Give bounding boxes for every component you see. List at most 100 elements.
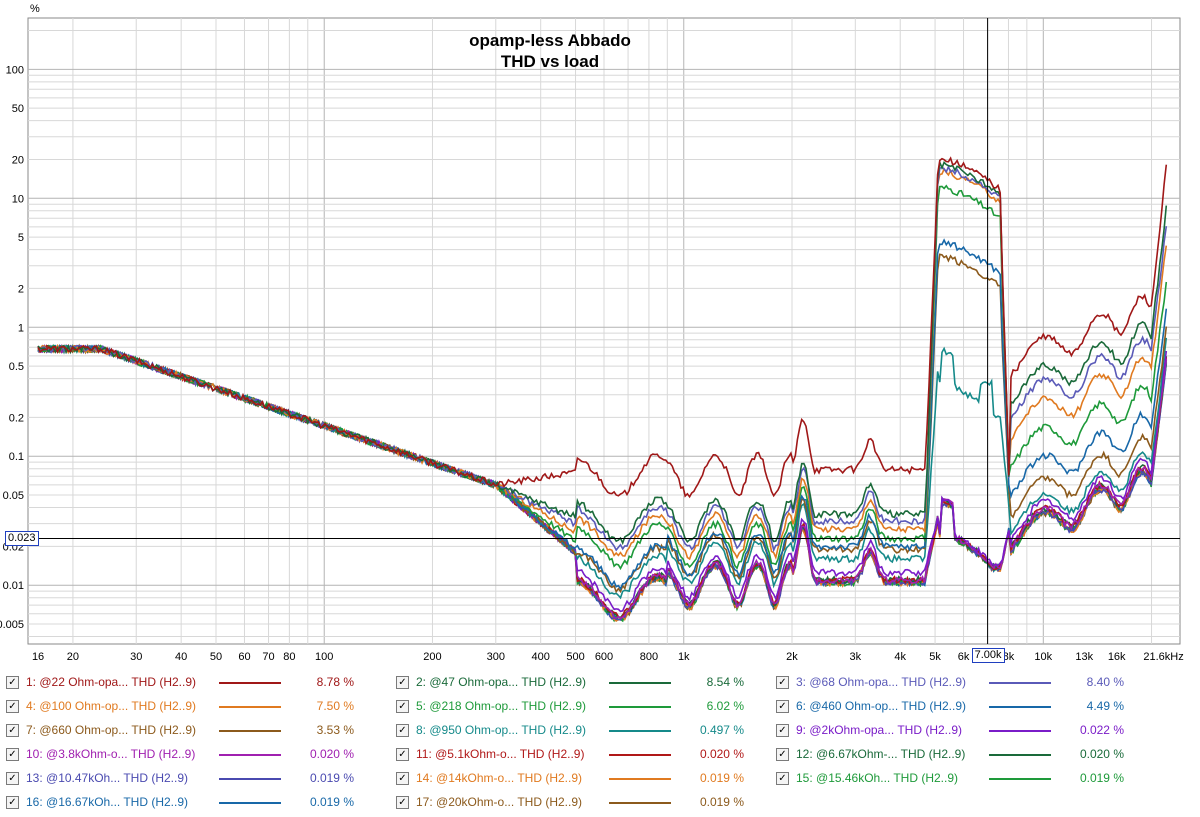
legend-checkbox[interactable]: ✓ — [776, 748, 789, 761]
legend-checkbox[interactable]: ✓ — [6, 724, 19, 737]
legend-label: 8: @950 Ohm-op... THD (H2..9) — [416, 723, 587, 737]
legend-checkbox[interactable]: ✓ — [6, 700, 19, 713]
legend-item-s12[interactable]: ✓ 12: @6.67kOhm-... THD (H2..9) 0.020 % — [776, 746, 1136, 764]
legend-checkbox[interactable]: ✓ — [776, 724, 789, 737]
legend-value: 0.019 % — [309, 795, 354, 809]
legend-swatch — [609, 778, 671, 780]
x-tick-label: 21.6kHz — [1143, 651, 1183, 663]
x-tick-label: 70 — [262, 651, 274, 663]
y-tick-label: 0.05 — [3, 490, 24, 502]
legend-item-s9[interactable]: ✓ 9: @2kOhm-opa... THD (H2..9) 0.022 % — [776, 722, 1136, 740]
legend-label: 2: @47 Ohm-opa... THD (H2..9) — [416, 675, 587, 689]
legend-item-s1[interactable]: ✓ 1: @22 Ohm-opa... THD (H2..9) 8.78 % — [6, 674, 366, 692]
legend-checkbox[interactable]: ✓ — [396, 676, 409, 689]
legend-value: 0.497 % — [699, 723, 744, 737]
legend-value: 3.53 % — [316, 723, 354, 737]
legend-item-s10[interactable]: ✓ 10: @3.8kOhm-o... THD (H2..9) 0.020 % — [6, 746, 366, 764]
legend-item-s15[interactable]: ✓ 15: @15.46kOh... THD (H2..9) 0.019 % — [776, 770, 1136, 788]
legend-item-s3[interactable]: ✓ 3: @68 Ohm-opa... THD (H2..9) 8.40 % — [776, 674, 1136, 692]
legend-item-s6[interactable]: ✓ 6: @460 Ohm-op... THD (H2..9) 4.49 % — [776, 698, 1136, 716]
legend-swatch — [989, 682, 1051, 684]
chart-title-line2: THD vs load — [501, 52, 599, 71]
legend: ✓ 1: @22 Ohm-opa... THD (H2..9) 8.78 % ✓ 2: … — [0, 672, 1200, 817]
legend-item-s5[interactable]: ✓ 5: @218 Ohm-op... THD (H2..9) 6.02 % — [396, 698, 756, 716]
legend-label: 12: @6.67kOhm-... THD (H2..9) — [796, 747, 966, 761]
legend-item-s16[interactable]: ✓ 16: @16.67kOh... THD (H2..9) 0.019 % — [6, 794, 366, 812]
legend-swatch — [609, 802, 671, 804]
x-axis-ticks: 16 20 30 40 50 60 70 80 100 200 300 400 500 600 800 1k 2… — [32, 651, 1184, 663]
legend-label: 14: @14kOhm-o... THD (H2..9) — [416, 771, 583, 785]
legend-checkbox[interactable]: ✓ — [6, 676, 19, 689]
legend-swatch — [609, 730, 671, 732]
x-tick-label: 2k — [786, 651, 798, 663]
legend-item-s11[interactable]: ✓ 11: @5.1kOhm-o... THD (H2..9) 0.020 % — [396, 746, 756, 764]
x-tick-label: 40 — [175, 651, 187, 663]
y-tick-label: 0.1 — [9, 451, 24, 463]
legend-item-s14[interactable]: ✓ 14: @14kOhm-o... THD (H2..9) 0.019 % — [396, 770, 756, 788]
legend-swatch — [609, 682, 671, 684]
legend-checkbox[interactable]: ✓ — [396, 748, 409, 761]
x-tick-label: 80 — [283, 651, 295, 663]
y-axis-unit: % — [30, 3, 40, 15]
chart-title-line1: opamp-less Abbado — [469, 31, 631, 50]
legend-swatch — [219, 706, 281, 708]
x-tick-label: 400 — [532, 651, 550, 663]
legend-swatch — [219, 778, 281, 780]
thd-chart: 16 20 30 40 50 60 70 80 100 200 300 400 500 600 800 1k 2… — [0, 3, 1184, 663]
legend-item-s7[interactable]: ✓ 7: @660 Ohm-op... THD (H2..9) 3.53 % — [6, 722, 366, 740]
legend-value: 0.022 % — [1079, 723, 1124, 737]
x-tick-label: 300 — [487, 651, 505, 663]
legend-label: 5: @218 Ohm-op... THD (H2..9) — [416, 699, 587, 713]
legend-item-s8[interactable]: ✓ 8: @950 Ohm-op... THD (H2..9) 0.497 % — [396, 722, 756, 740]
legend-label: 4: @100 Ohm-op... THD (H2..9) — [26, 699, 197, 713]
legend-checkbox[interactable]: ✓ — [776, 700, 789, 713]
legend-checkbox[interactable]: ✓ — [396, 700, 409, 713]
y-tick-label: 0.005 — [0, 619, 24, 631]
legend-value: 8.78 % — [316, 675, 354, 689]
legend-label: 15: @15.46kOh... THD (H2..9) — [796, 771, 959, 785]
legend-item-s2[interactable]: ✓ 2: @47 Ohm-opa... THD (H2..9) 8.54 % — [396, 674, 756, 692]
legend-swatch — [219, 802, 281, 804]
series-line-s4 — [37, 167, 1168, 561]
legend-value: 8.54 % — [706, 675, 744, 689]
x-tick-label: 13k — [1075, 651, 1093, 663]
legend-value: 0.020 % — [1079, 747, 1124, 761]
legend-checkbox[interactable]: ✓ — [776, 772, 789, 785]
y-tick-label: 20 — [12, 154, 24, 166]
legend-label: 3: @68 Ohm-opa... THD (H2..9) — [796, 675, 967, 689]
legend-value: 0.019 % — [699, 771, 744, 785]
legend-checkbox[interactable]: ✓ — [6, 772, 19, 785]
x-tick-label: 3k — [849, 651, 861, 663]
legend-checkbox[interactable]: ✓ — [396, 772, 409, 785]
legend-label: 1: @22 Ohm-opa... THD (H2..9) — [26, 675, 197, 689]
y-tick-label: 0.5 — [9, 361, 24, 373]
legend-swatch — [219, 754, 281, 756]
legend-label: 13: @10.47kOh... THD (H2..9) — [26, 771, 189, 785]
legend-swatch — [609, 754, 671, 756]
legend-checkbox[interactable]: ✓ — [6, 796, 19, 809]
legend-checkbox[interactable]: ✓ — [396, 724, 409, 737]
legend-label: 7: @660 Ohm-op... THD (H2..9) — [26, 723, 197, 737]
legend-checkbox[interactable]: ✓ — [396, 796, 409, 809]
legend-label: 11: @5.1kOhm-o... THD (H2..9) — [416, 747, 585, 761]
legend-value: 0.019 % — [699, 795, 744, 809]
cursor-x-readout[interactable]: 7.00k — [971, 648, 1005, 663]
legend-checkbox[interactable]: ✓ — [776, 676, 789, 689]
legend-item-s13[interactable]: ✓ 13: @10.47kOh... THD (H2..9) 0.019 % — [6, 770, 366, 788]
legend-value: 6.02 % — [706, 699, 744, 713]
legend-item-s4[interactable]: ✓ 4: @100 Ohm-op... THD (H2..9) 7.50 % — [6, 698, 366, 716]
legend-swatch — [219, 682, 281, 684]
series-lines — [37, 156, 1168, 623]
legend-checkbox[interactable]: ✓ — [6, 748, 19, 761]
x-tick-label: 5k — [929, 651, 941, 663]
x-tick-label: 200 — [423, 651, 441, 663]
x-tick-label: 800 — [640, 651, 658, 663]
cursor-lines — [28, 18, 1180, 644]
x-tick-label: 50 — [210, 651, 222, 663]
x-tick-label: 16k — [1108, 651, 1126, 663]
y-tick-label: 0.2 — [9, 412, 24, 424]
x-tick-label: 100 — [315, 651, 333, 663]
legend-item-s17[interactable]: ✓ 17: @20kOhm-o... THD (H2..9) 0.019 % — [396, 794, 756, 812]
cursor-y-readout[interactable]: 0.023 — [5, 530, 39, 546]
